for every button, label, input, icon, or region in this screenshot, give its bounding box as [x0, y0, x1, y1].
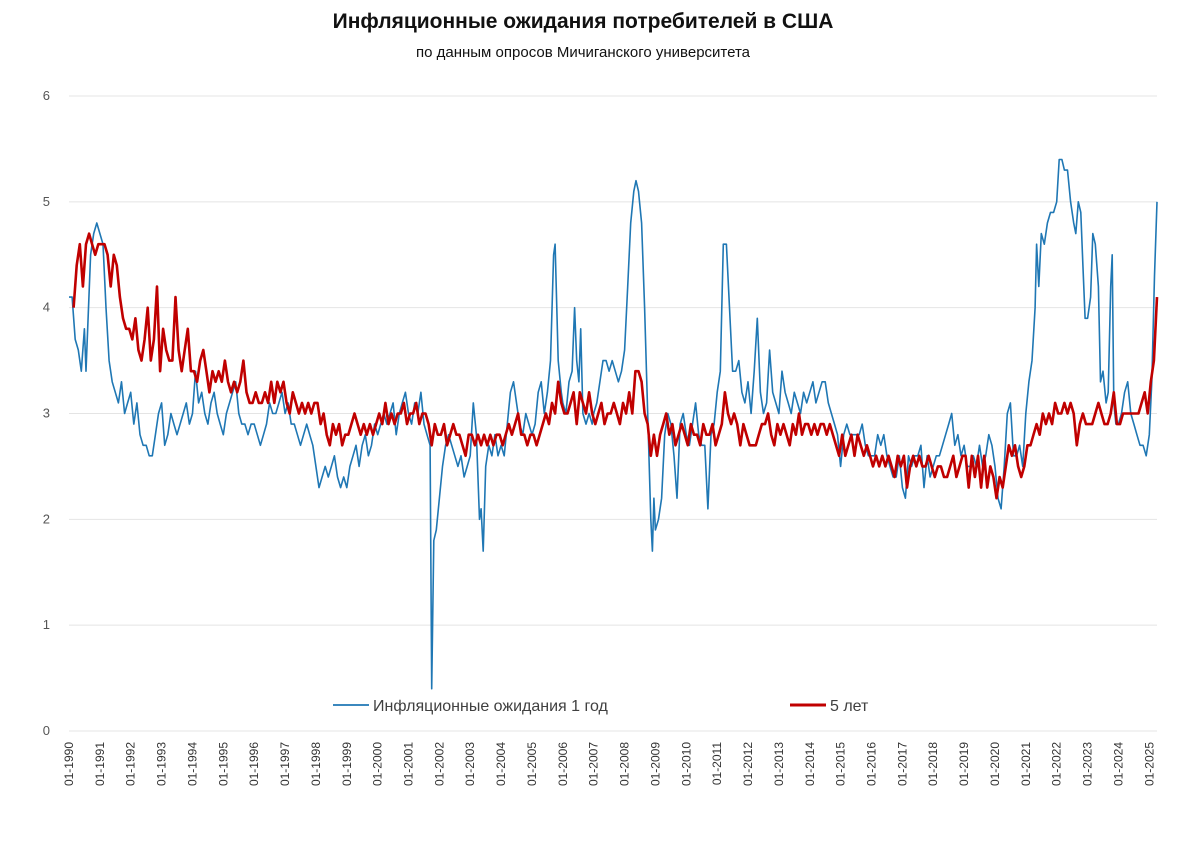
x-tick-label: 01-2020	[988, 742, 1002, 786]
x-tick-label: 01-1991	[93, 742, 107, 786]
x-tick-label: 01-2019	[957, 742, 971, 786]
y-tick-label: 5	[43, 194, 50, 209]
series-line-2	[72, 232, 1159, 500]
x-tick-label: 01-2003	[463, 742, 477, 786]
x-tick-label: 01-1992	[124, 742, 138, 786]
x-tick-label: 01-1993	[155, 742, 169, 786]
x-tick-label: 01-1990	[62, 742, 76, 786]
x-tick-label: 01-1995	[216, 742, 230, 786]
x-tick-label: 01-2018	[926, 742, 940, 786]
x-tick-label: 01-1997	[278, 742, 292, 786]
x-tick-label: 01-2013	[772, 742, 786, 786]
x-tick-label: 01-2015	[834, 742, 848, 786]
x-tick-label: 01-2001	[402, 742, 416, 786]
x-tick-label: 01-2025	[1142, 742, 1156, 786]
series-lines	[69, 158, 1159, 690]
x-tick-label: 01-1994	[185, 742, 199, 786]
y-tick-label: 2	[43, 511, 50, 526]
x-tick-label: 01-2024	[1111, 742, 1125, 786]
x-tick-label: 01-2023	[1081, 742, 1095, 786]
x-tick-label: 01-2017	[895, 742, 909, 786]
legend-label-2: 5 лет	[830, 698, 869, 715]
x-tick-label: 01-2002	[432, 742, 446, 786]
gridlines	[69, 95, 1157, 732]
legend: Инфляционные ожидания 1 год 5 лет	[333, 698, 869, 715]
x-tick-label: 01-2011	[710, 742, 724, 785]
x-axis-ticks: 01-1990 01-1991 01-1992 01-1993 01-1994 01-19…	[62, 742, 1156, 786]
y-tick-label: 1	[43, 617, 50, 632]
chart-title: Инфляционные ожидания потребителей в США	[332, 10, 834, 33]
x-tick-label: 01-2008	[618, 742, 632, 786]
x-tick-label: 01-2000	[371, 742, 385, 786]
x-tick-label: 01-2021	[1019, 742, 1033, 786]
x-tick-label: 01-2022	[1050, 742, 1064, 786]
x-tick-label: 01-1996	[247, 742, 261, 786]
series-line-1	[69, 158, 1158, 690]
x-tick-label: 01-1999	[340, 742, 354, 786]
x-tick-label: 01-1998	[309, 742, 323, 786]
chart-subtitle: по данным опросов Мичиганского университ…	[415, 44, 751, 61]
x-tick-label: 01-2012	[741, 742, 755, 786]
y-tick-label: 4	[43, 300, 50, 315]
y-tick-label: 6	[43, 88, 50, 103]
x-tick-label: 01-2007	[587, 742, 601, 786]
y-tick-label: 3	[43, 406, 50, 421]
y-axis-ticks: 0 1 2 3 4 5 6	[43, 88, 50, 738]
y-tick-label: 0	[43, 723, 50, 738]
x-tick-label: 01-2010	[679, 742, 693, 786]
x-tick-label: 01-2006	[556, 742, 570, 786]
x-tick-label: 01-2004	[494, 742, 508, 786]
x-tick-label: 01-2016	[864, 742, 878, 786]
x-tick-label: 01-2009	[648, 742, 662, 786]
x-tick-label: 01-2005	[525, 742, 539, 786]
x-tick-label: 01-2014	[803, 742, 817, 786]
legend-label-1: Инфляционные ожидания 1 год	[373, 698, 609, 715]
